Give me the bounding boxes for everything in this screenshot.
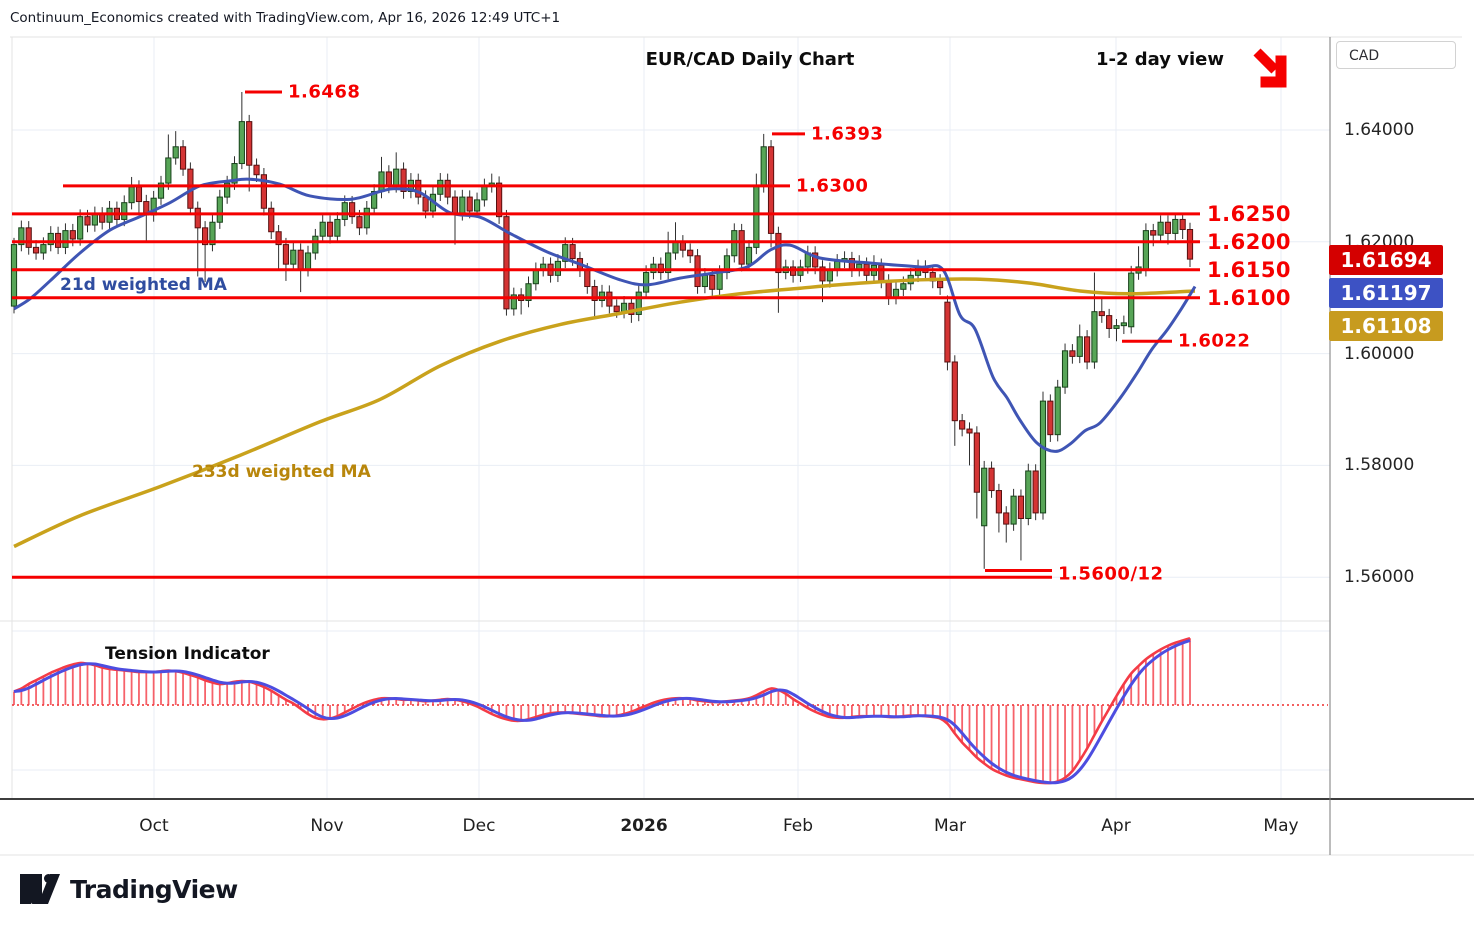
price-tick-1.56000: 1.56000 (1344, 567, 1415, 588)
price-tick-1.60000: 1.60000 (1344, 343, 1415, 364)
level-label-1.6200: 1.6200 (1207, 229, 1292, 254)
time-label-Feb: Feb (782, 816, 814, 836)
level-label-1.6468: 1.6468 (288, 81, 361, 103)
level-label-1.6250: 1.6250 (1207, 201, 1292, 226)
tradingview-logo[interactable]: TradingView (18, 870, 238, 908)
level-label-1.6100: 1.6100 (1207, 285, 1292, 310)
price-tick-1.64000: 1.64000 (1344, 120, 1415, 140)
tension-indicator-label: Tension Indicator (105, 644, 270, 664)
time-label-Oct: Oct (139, 816, 169, 836)
time-label-Dec: Dec (462, 816, 496, 836)
tradingview-logo-text: TradingView (70, 874, 238, 904)
time-label-Apr: Apr (1101, 816, 1131, 836)
level-label-1.6300: 1.6300 (796, 175, 869, 197)
time-label-2026: 2026 (620, 816, 668, 836)
support-resistance-lines (12, 90, 1200, 579)
tradingview-logo-icon (20, 874, 60, 904)
down-right-arrow-icon (1248, 42, 1294, 88)
ma233-label: 233d weighted MA (192, 462, 371, 482)
candles (10, 91, 1194, 569)
time-label-Mar: Mar (933, 816, 967, 836)
level-label-1.6150: 1.6150 (1207, 257, 1292, 282)
pane-borders (0, 36, 1474, 856)
level-label-1.5600/12: 1.5600/12 (1058, 563, 1164, 585)
tension-blue-line (13, 639, 1191, 785)
chart-title: EUR/CAD Daily Chart (645, 49, 855, 70)
price-badge-1.61694: 1.61694 (1329, 245, 1443, 275)
price-badge-1.61108: 1.61108 (1329, 311, 1443, 341)
symbol-currency-box[interactable]: CAD (1336, 41, 1456, 69)
attribution-text: Continuum_Economics created with Trading… (10, 10, 561, 26)
level-label-1.6022: 1.6022 (1178, 330, 1251, 352)
time-label-Nov: Nov (310, 816, 344, 836)
level-label-1.6393: 1.6393 (811, 123, 884, 145)
price-badge-1.61197: 1.61197 (1329, 278, 1443, 308)
view-horizon-label: 1-2 day view (1095, 49, 1224, 70)
ma21-line (13, 177, 1197, 453)
ma233-line (13, 277, 1196, 549)
ma21-label: 21d weighted MA (60, 275, 227, 295)
price-tick-1.58000: 1.58000 (1344, 455, 1415, 476)
time-label-May: May (1263, 816, 1299, 836)
